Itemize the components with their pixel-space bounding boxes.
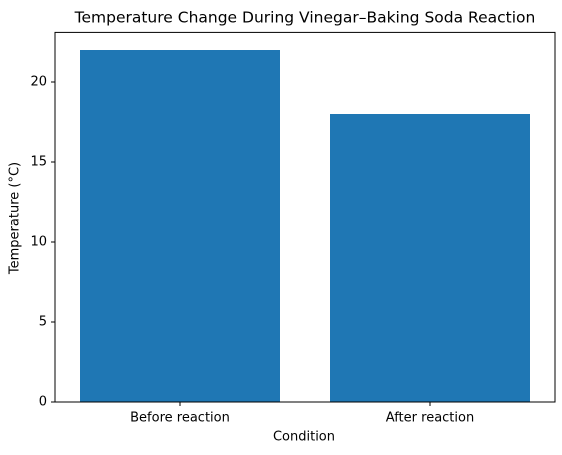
y-tick-label: 20 — [30, 75, 47, 90]
y-tick-label: 0 — [39, 395, 47, 410]
y-tick-label: 5 — [39, 315, 47, 330]
x-axis-label: Condition — [273, 430, 335, 445]
bar — [330, 114, 530, 402]
chart-title: Temperature Change During Vinegar–Baking… — [74, 9, 536, 27]
x-tick-label: Before reaction — [130, 411, 230, 426]
bar — [80, 50, 280, 402]
y-tick-label: 10 — [30, 235, 47, 250]
plot-frame — [54, 31, 556, 403]
x-tick-label: After reaction — [386, 411, 474, 426]
y-axis-label: Temperature (°C) — [8, 162, 23, 275]
y-tick-label: 15 — [30, 155, 47, 170]
